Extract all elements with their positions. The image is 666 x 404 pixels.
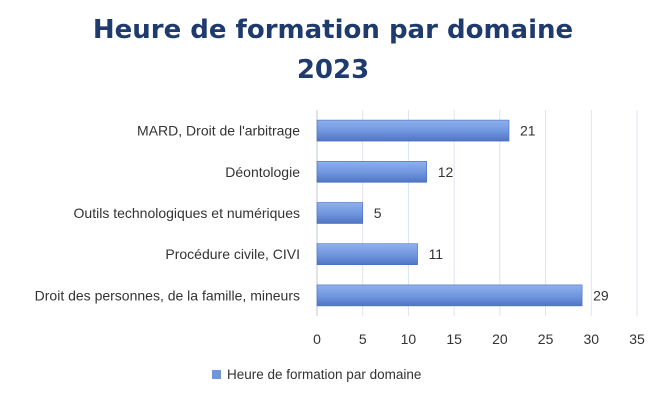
x-tick-label: 20: [492, 331, 508, 347]
bar: [316, 202, 364, 224]
category-label: Procédure civile, CIVI: [165, 246, 300, 262]
data-label: 5: [374, 205, 382, 221]
x-tick-label: 30: [583, 331, 599, 347]
data-label: 11: [429, 246, 444, 262]
bar: [316, 284, 583, 307]
legend-label: Heure de formation par domaine: [227, 367, 421, 382]
legend: Heure de formation par domaine: [212, 367, 421, 382]
category-label: MARD, Droit de l'arbitrage: [137, 123, 300, 139]
data-label: 21: [520, 123, 536, 139]
bar: [316, 161, 428, 183]
category-label: Déontologie: [225, 164, 300, 180]
category-label: Droit des personnes, de la famille, mine…: [35, 287, 300, 303]
x-tick-label: 0: [313, 331, 321, 347]
bars: [316, 119, 583, 307]
x-tick-label: 10: [401, 331, 417, 347]
category-label: Outils technologiques et numériques: [74, 205, 300, 221]
x-tick-label: 35: [629, 331, 645, 347]
chart-title: Heure de formation par domaine: [92, 15, 574, 45]
x-tick-label: 15: [446, 331, 462, 347]
x-tick-label: 25: [538, 331, 554, 347]
bar: [316, 119, 510, 142]
data-label: 29: [593, 287, 609, 303]
gridlines: [316, 110, 638, 316]
bar: [316, 243, 418, 265]
data-label: 12: [438, 164, 454, 180]
chart-subtitle: 2023: [296, 55, 370, 85]
labels: 0 5 10 15 20 25 30 35 MARD, Droit de l'arbitrage…: [35, 123, 645, 347]
legend-swatch: [212, 370, 221, 379]
x-tick-label: 5: [359, 331, 367, 347]
